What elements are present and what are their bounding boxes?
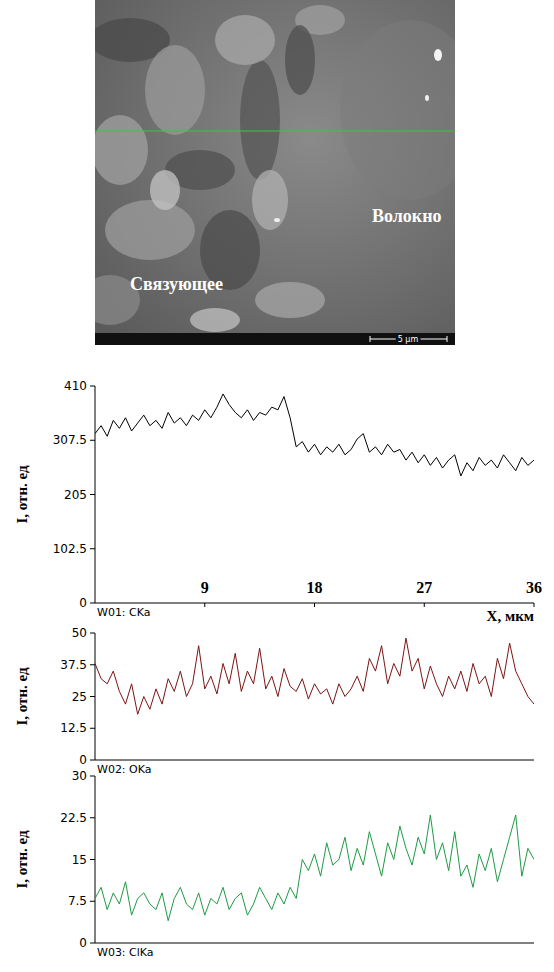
- chart: 0 12.5 25 37.5 50 I, отн. ед W02: OKa: [14, 626, 534, 776]
- x-tick-label: 18: [307, 579, 323, 596]
- x-axis: [95, 943, 534, 944]
- scale-bar-end: [447, 336, 448, 342]
- series-line: [95, 638, 534, 714]
- y-tick-label: 12.5: [60, 721, 87, 735]
- y-tick: [90, 386, 95, 387]
- chart: 0 102.5 205 307.5 410 9 18 27 36 I, отн. ед X, мкм…: [14, 379, 542, 624]
- texture: [145, 45, 205, 135]
- y-tick: [90, 696, 95, 697]
- texture: [255, 282, 325, 318]
- y-tick: [90, 603, 95, 604]
- texture: [105, 200, 195, 260]
- x-tick-label: 36: [526, 579, 542, 596]
- y-tick-label: 15: [72, 853, 87, 867]
- texture: [240, 60, 280, 180]
- y-tick-label: 37.5: [60, 658, 87, 672]
- y-tick-label: 205: [64, 488, 87, 502]
- y-tick-label: 22.5: [60, 811, 87, 825]
- y-tick: [90, 664, 95, 665]
- region-label: Волокно: [372, 206, 442, 226]
- bright-spot: [425, 95, 429, 101]
- fibre-surface: [340, 20, 455, 200]
- label-patch: [396, 335, 421, 344]
- y-tick: [90, 494, 95, 495]
- x-tick-label: 27: [416, 579, 432, 596]
- sem-image: 5 μm: [95, 0, 455, 345]
- y-tick: [90, 548, 95, 549]
- plot-area: [95, 638, 534, 714]
- region-label: Связующее: [130, 274, 223, 294]
- chart: 0 7.5 15 22.5 30 I, отн. ед W03: ClKa: [14, 769, 534, 959]
- y-tick-label: 0: [79, 936, 87, 950]
- y-tick-label: 30: [72, 769, 87, 783]
- x-axis: [95, 760, 534, 761]
- y-tick: [90, 943, 95, 944]
- y-axis-title: I, отн. ед: [14, 830, 30, 889]
- texture: [285, 25, 315, 95]
- y-tick-label: 7.5: [68, 894, 87, 908]
- series-name: W02: OKa: [97, 763, 152, 776]
- y-tick: [90, 859, 95, 860]
- plot-area: [95, 394, 534, 476]
- y-tick-label: 410: [64, 379, 87, 393]
- x-tick: [424, 603, 425, 607]
- y-tick: [90, 817, 95, 818]
- y-tick: [90, 633, 95, 634]
- texture: [252, 170, 288, 230]
- series-line: [95, 394, 534, 476]
- y-tick-label: 25: [72, 690, 87, 704]
- y-tick: [90, 776, 95, 777]
- info-bar: [95, 333, 455, 345]
- y-tick-label: 50: [72, 626, 87, 640]
- series-name: W01: CKa: [97, 606, 151, 619]
- x-tick: [534, 603, 535, 607]
- x-axis-title: X, мкм: [487, 608, 534, 624]
- plot-area: [95, 815, 534, 921]
- scan-line: [95, 131, 455, 132]
- y-tick-label: 0: [79, 753, 87, 767]
- y-tick-label: 307.5: [53, 433, 87, 447]
- texture: [95, 115, 148, 185]
- y-tick: [90, 440, 95, 441]
- texture: [190, 308, 240, 332]
- texture: [215, 15, 275, 65]
- y-tick: [90, 728, 95, 729]
- scale-bar-label: 5 μm: [398, 335, 419, 344]
- page: 5 μmВолокноСвязующее0102.5205307.5410918…: [0, 0, 554, 972]
- y-tick: [90, 901, 95, 902]
- y-tick-label: 0: [79, 596, 87, 610]
- y-tick-label: 102.5: [53, 542, 87, 556]
- texture: [150, 170, 180, 210]
- series-line: [95, 815, 534, 921]
- y-axis-title: I, отн. ед: [14, 465, 30, 524]
- bright-spot: [274, 218, 280, 222]
- y-tick: [90, 760, 95, 761]
- x-tick: [314, 603, 315, 607]
- bright-spot: [434, 49, 442, 61]
- y-axis-title: I, отн. ед: [14, 667, 30, 726]
- scale-bar-end: [370, 336, 371, 342]
- x-tick-label: 9: [201, 579, 209, 596]
- series-name: W03: ClKa: [97, 946, 154, 959]
- x-tick: [204, 603, 205, 607]
